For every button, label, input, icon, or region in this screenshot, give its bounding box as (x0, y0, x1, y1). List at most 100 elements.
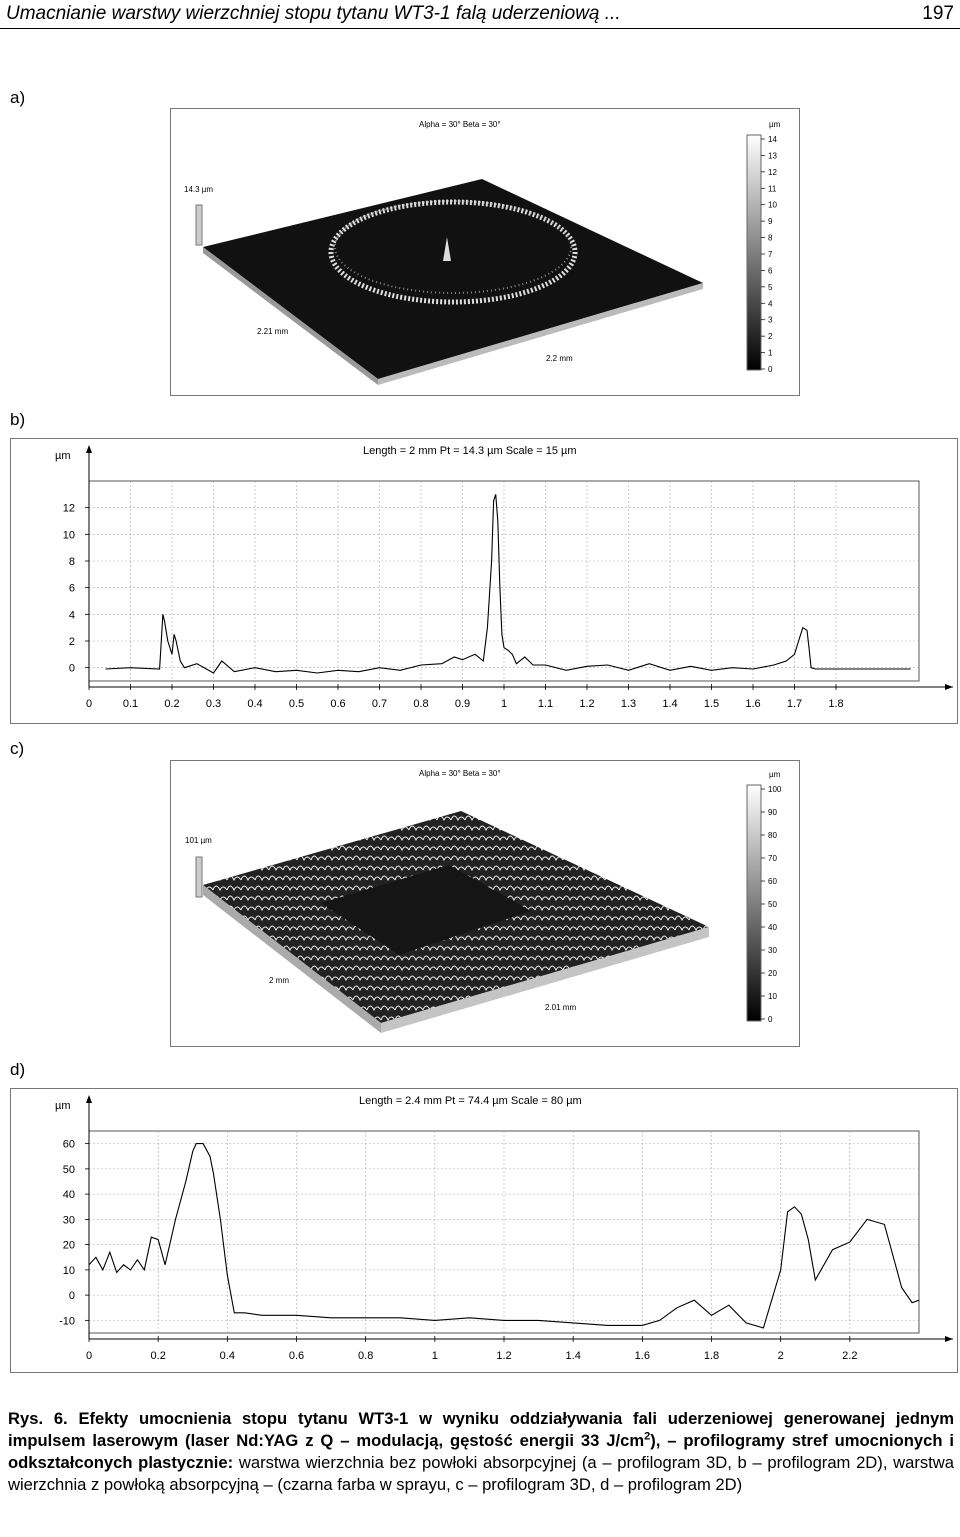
panel-a-colorbar-tick-label: 14 (768, 135, 777, 144)
panel-b-x-axis-arrow (945, 684, 953, 690)
panel-a-colorbar-tick-label: 2 (768, 332, 773, 341)
panel-d-2d-profilogram: Length = 2.4 mm Pt = 74.4 µm Scale = 80 … (10, 1088, 958, 1373)
panel-b-x-tick-label: 1.8 (828, 698, 843, 710)
panel-a-crater-ring-inner (334, 200, 572, 294)
panel-b-x-tick-label: 0.7 (372, 698, 387, 710)
panel-d-chart: Length = 2.4 mm Pt = 74.4 µm Scale = 80 … (55, 1095, 953, 1362)
panel-a-colorbar-unit: µm (769, 120, 781, 129)
panel-d-x-tick-label: 0.6 (289, 1350, 304, 1362)
panel-a-dim-right: 2.2 mm (546, 354, 573, 363)
page-number: 197 (922, 3, 954, 24)
panel-a-colorbar-tick-label: 3 (768, 316, 773, 325)
panel-c-colorbar-tick-label: 50 (768, 900, 777, 909)
panel-d-x-tick-label: 2.2 (842, 1350, 857, 1362)
panel-d-x-tick-label: 1.6 (635, 1350, 650, 1362)
panel-c-svg: Alpha = 30° Beta = 30° 101 µm 2 mm 2.01 … (185, 769, 782, 1033)
panel-a-colorbar-tick-label: 11 (768, 184, 777, 193)
panel-a-crater-ring (328, 199, 578, 305)
panel-c-colorbar (746, 784, 762, 1022)
panel-d-y-tick-label: 40 (63, 1189, 75, 1201)
panel-d-x-tick-label: 0.2 (151, 1350, 166, 1362)
panel-c-colorbar-tick-label: 60 (768, 877, 777, 886)
panel-c-zmax: 101 µm (185, 836, 212, 845)
figure-caption: Rys. 6. Efekty umocnienia stopu tytanu W… (8, 1408, 954, 1496)
panel-a-colorbar-tick-label: 6 (768, 266, 773, 275)
panel-b-x-tick-label: 0.4 (247, 698, 262, 710)
panel-c-colorbar-tick-label: 80 (768, 831, 777, 840)
panel-a-dim-left: 2.21 mm (257, 327, 288, 336)
panel-c-colorbar-tick-label: 30 (768, 946, 777, 955)
panel-c-colorbar-tick-label: 0 (768, 1015, 773, 1024)
caption-lead-tail: ), – profilogramy stref umocnionych i od… (8, 1431, 955, 1472)
panel-b-y-tick-label: 8 (69, 556, 75, 568)
panel-b-x-tick-label: 1.2 (579, 698, 594, 710)
panel-c-crater (321, 865, 531, 955)
panel-b-2d-profilogram: Length = 2 mm Pt = 14.3 µm Scale = 15 µm… (10, 438, 958, 724)
panel-d-y-tick-label: 60 (63, 1139, 75, 1151)
panel-b-x-tick-label: 1.3 (621, 698, 636, 710)
panel-a-colorbar-tick-label: 8 (768, 234, 773, 243)
panel-b-y-tick-label: 2 (69, 636, 75, 648)
running-title: Umacnianie warstwy wierzchniej stopu tyt… (6, 3, 621, 24)
panel-c-plate-side-left (203, 885, 381, 1033)
panel-a-colorbar-tick-label: 10 (768, 201, 777, 210)
panel-c-view-angles: Alpha = 30° Beta = 30° (419, 769, 501, 778)
panel-d-y-tick-label: 30 (63, 1214, 75, 1226)
panel-b-x-tick-label: 0.2 (164, 698, 179, 710)
panel-c-colorbar-tick-label: 20 (768, 969, 777, 978)
panel-d-y-unit: µm (55, 1100, 71, 1112)
panel-d-x-tick-label: 1.2 (496, 1350, 511, 1362)
panel-b-profile-line (105, 494, 911, 674)
panel-b-y-tick-label: 10 (63, 529, 75, 541)
panel-a-z-scale (195, 204, 203, 246)
panel-c-colorbar-tick-label: 40 (768, 923, 777, 932)
panel-a-central-peak (443, 237, 451, 261)
panel-c-colorbar-tick-label: 90 (768, 808, 777, 817)
panel-label-b: b) (10, 410, 26, 429)
panel-label-c: c) (10, 739, 25, 758)
running-header: Umacnianie warstwy wierzchniej stopu tyt… (0, 0, 960, 30)
panel-b-y-tick-label: 0 (69, 663, 75, 675)
panel-d-x-tick-label: 1.8 (704, 1350, 719, 1362)
panel-d-y-tick-label: 0 (69, 1290, 75, 1302)
caption-lead-text: Rys. 6. Efekty umocnienia stopu tytanu W… (8, 1409, 954, 1450)
panel-d-info: Length = 2.4 mm Pt = 74.4 µm Scale = 80 … (359, 1095, 582, 1107)
panel-a-colorbar-tick-label: 4 (768, 299, 773, 308)
panel-b-y-unit: µm (55, 450, 71, 462)
panel-a-3d-profilogram: Alpha = 30° Beta = 30° 14.3 µm 2.21 mm 2… (170, 108, 800, 396)
panel-a-colorbar-tick-label: 12 (768, 168, 777, 177)
panel-a-colorbar-tick-label: 13 (768, 151, 777, 160)
panel-b-chart: Length = 2 mm Pt = 14.3 µm Scale = 15 µm… (55, 445, 953, 710)
panel-b-x-tick-label: 1.6 (745, 698, 760, 710)
panel-a-view-angles: Alpha = 30° Beta = 30° (419, 120, 501, 129)
panel-d-x-axis-arrow (945, 1336, 953, 1342)
header-rule (0, 28, 960, 29)
panel-d-y-axis-arrow (86, 1095, 92, 1103)
panel-b-x-tick-label: 0.5 (289, 698, 304, 710)
panel-d-x-tick-label: 0.4 (220, 1350, 235, 1362)
panel-c-colorbar-unit: µm (769, 770, 781, 779)
panel-d-y-tick-label: 10 (63, 1265, 75, 1277)
panel-a-colorbar-tick-label: 0 (768, 365, 773, 374)
panel-a-surface (203, 179, 703, 379)
panel-d-x-tick-label: 1 (432, 1350, 438, 1362)
panel-a-colorbar-tick-label: 7 (768, 250, 773, 259)
panel-label-d: d) (10, 1060, 26, 1079)
panel-b-x-tick-label: 0.6 (330, 698, 345, 710)
caption-rest: warstwa wierzchnia bez powłoki absorpcyj… (8, 1453, 954, 1494)
panel-c-colorbar-tick-label: 70 (768, 854, 777, 863)
panel-a-svg: Alpha = 30° Beta = 30° 14.3 µm 2.21 mm 2… (184, 120, 781, 385)
panel-c-z-scale (195, 856, 203, 898)
panel-d-x-tick-label: 1.4 (566, 1350, 581, 1362)
panel-d-y-tick-label: 20 (63, 1240, 75, 1252)
panel-b-y-tick-label: 4 (69, 609, 75, 621)
caption-lead: Rys. 6. Efekty umocnienia stopu tytanu W… (8, 1409, 954, 1472)
panel-c-3d-profilogram: Alpha = 30° Beta = 30° 101 µm 2 mm 2.01 … (170, 760, 800, 1047)
panel-c-plate-side-right (381, 927, 709, 1033)
panel-c-colorbar-tick-label: 100 (768, 785, 782, 794)
panel-b-info: Length = 2 mm Pt = 14.3 µm Scale = 15 µm (363, 445, 577, 457)
panel-d-y-tick-label: 50 (63, 1164, 75, 1176)
panel-d-x-tick-label: 0 (86, 1350, 92, 1362)
